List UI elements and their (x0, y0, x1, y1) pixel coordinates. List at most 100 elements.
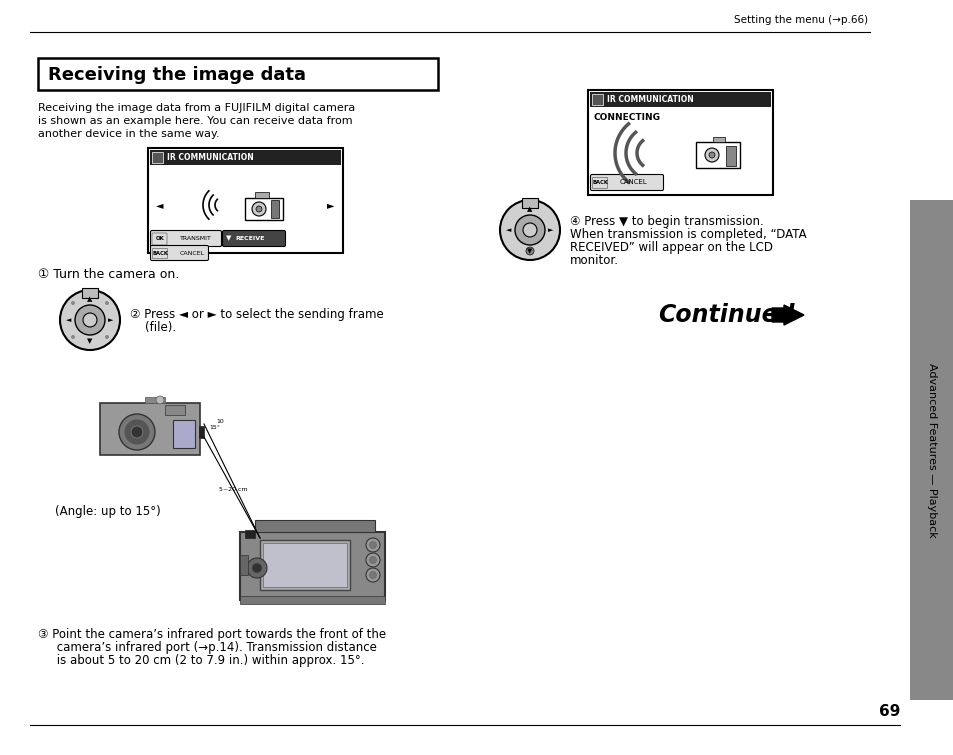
Bar (592, 94, 602, 105)
FancyBboxPatch shape (152, 248, 168, 258)
Bar (245, 530, 254, 538)
Circle shape (75, 305, 105, 335)
Text: Continued: Continued (658, 303, 794, 327)
Circle shape (369, 541, 376, 548)
Bar (725, 146, 735, 166)
Text: CANCEL: CANCEL (619, 180, 647, 186)
Bar (909, 200, 953, 700)
FancyBboxPatch shape (592, 177, 607, 189)
Circle shape (708, 152, 714, 158)
Text: another device in the same way.: another device in the same way. (38, 129, 219, 139)
Text: Receiving the image data: Receiving the image data (48, 66, 306, 84)
Circle shape (119, 414, 154, 450)
Bar (271, 200, 278, 218)
Circle shape (125, 420, 149, 444)
Bar (245, 198, 283, 220)
Text: ►: ► (327, 200, 335, 210)
Circle shape (704, 148, 719, 162)
Bar (240, 532, 385, 600)
Text: TRANSMIT: TRANSMIT (180, 236, 212, 241)
Circle shape (525, 247, 534, 255)
Text: CONNECTING: CONNECTING (594, 112, 660, 122)
Bar (172, 420, 194, 448)
Bar (150, 150, 340, 165)
Text: IR COMMUNICATION: IR COMMUNICATION (167, 153, 253, 162)
Text: (file).: (file). (130, 321, 176, 334)
Circle shape (60, 290, 120, 350)
Text: Receiving the image data from a FUJIFILM digital camera: Receiving the image data from a FUJIFILM… (38, 103, 355, 113)
Text: ▼: ▼ (88, 338, 92, 344)
Circle shape (515, 215, 544, 245)
Text: BACK: BACK (152, 251, 168, 256)
Text: IR COMMUNICATION: IR COMMUNICATION (606, 95, 693, 104)
Text: 69: 69 (878, 704, 899, 720)
Circle shape (366, 538, 379, 552)
Circle shape (522, 223, 537, 237)
Circle shape (252, 202, 266, 216)
Bar (152, 152, 163, 163)
Bar (260, 540, 350, 590)
Bar (165, 405, 185, 415)
FancyBboxPatch shape (151, 245, 209, 260)
Bar (521, 198, 537, 208)
Text: When transmission is completed, “DATA: When transmission is completed, “DATA (569, 228, 806, 241)
Circle shape (105, 335, 109, 339)
Circle shape (499, 200, 559, 260)
Bar (82, 288, 98, 298)
Bar (587, 90, 772, 195)
Text: ►: ► (548, 227, 553, 233)
Text: 5~20 cm: 5~20 cm (219, 488, 248, 492)
Text: ② Press ◄ or ► to select the sending frame: ② Press ◄ or ► to select the sending fra… (130, 308, 383, 321)
Bar (145, 397, 165, 403)
Text: ③ Point the camera’s infrared port towards the front of the: ③ Point the camera’s infrared port towar… (38, 628, 386, 641)
Bar (254, 192, 269, 198)
Text: ④ Press ▼ to begin transmission.: ④ Press ▼ to begin transmission. (569, 215, 763, 228)
Bar (712, 137, 724, 142)
Circle shape (71, 301, 75, 305)
Bar (38, 58, 437, 90)
Circle shape (105, 301, 109, 305)
Bar (100, 403, 200, 455)
Text: is shown as an example here. You can receive data from: is shown as an example here. You can rec… (38, 116, 353, 126)
Circle shape (255, 206, 262, 212)
FancyBboxPatch shape (152, 233, 167, 245)
Bar (254, 520, 375, 532)
Text: is about 5 to 20 cm (2 to 7.9 in.) within approx. 15°.: is about 5 to 20 cm (2 to 7.9 in.) withi… (38, 654, 364, 667)
Circle shape (71, 335, 75, 339)
Text: camera’s infrared port (→p.14). Transmission distance: camera’s infrared port (→p.14). Transmis… (38, 641, 376, 654)
Circle shape (366, 568, 379, 582)
Bar (240, 596, 385, 604)
Circle shape (83, 313, 97, 327)
Text: (Angle: up to 15°): (Angle: up to 15°) (55, 505, 161, 518)
Text: RECEIVED” will appear on the LCD: RECEIVED” will appear on the LCD (569, 241, 772, 254)
Text: 15°: 15° (209, 426, 219, 430)
Text: ◄: ◄ (67, 317, 71, 323)
Circle shape (131, 426, 143, 438)
Text: ◄: ◄ (156, 200, 163, 210)
Text: monitor.: monitor. (569, 254, 618, 267)
Circle shape (369, 572, 376, 578)
Bar (199, 426, 204, 438)
Bar (696, 142, 740, 168)
Bar (148, 148, 343, 253)
Text: OK: OK (155, 236, 164, 241)
FancyBboxPatch shape (151, 230, 221, 246)
Text: ▼: ▼ (226, 236, 232, 242)
Bar (240, 555, 248, 575)
Bar (263, 543, 347, 587)
Text: ▲: ▲ (88, 296, 92, 302)
Text: CANCEL: CANCEL (180, 251, 205, 256)
Circle shape (366, 553, 379, 567)
Circle shape (252, 563, 262, 573)
Text: Advanced Features — Playback: Advanced Features — Playback (926, 362, 936, 538)
Circle shape (369, 556, 376, 563)
Text: Setting the menu (→p.66): Setting the menu (→p.66) (733, 15, 867, 25)
Circle shape (247, 558, 267, 578)
FancyBboxPatch shape (222, 230, 285, 246)
Text: ▲: ▲ (527, 206, 532, 212)
Text: 10: 10 (215, 420, 224, 424)
Text: ◄: ◄ (506, 227, 511, 233)
Text: ① Turn the camera on.: ① Turn the camera on. (38, 268, 179, 281)
Text: RECEIVE: RECEIVE (234, 236, 264, 241)
Text: ▼: ▼ (527, 248, 532, 254)
